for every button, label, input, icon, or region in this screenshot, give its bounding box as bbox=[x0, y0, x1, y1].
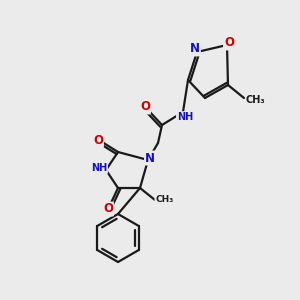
Text: CH₃: CH₃ bbox=[245, 95, 265, 105]
Text: O: O bbox=[103, 202, 113, 215]
Text: CH₃: CH₃ bbox=[155, 196, 173, 205]
Text: O: O bbox=[224, 37, 234, 50]
Text: O: O bbox=[93, 134, 103, 146]
Text: NH: NH bbox=[91, 163, 107, 173]
Text: NH: NH bbox=[177, 112, 193, 122]
Text: N: N bbox=[190, 43, 200, 56]
Text: O: O bbox=[140, 100, 150, 113]
Text: N: N bbox=[145, 152, 155, 164]
